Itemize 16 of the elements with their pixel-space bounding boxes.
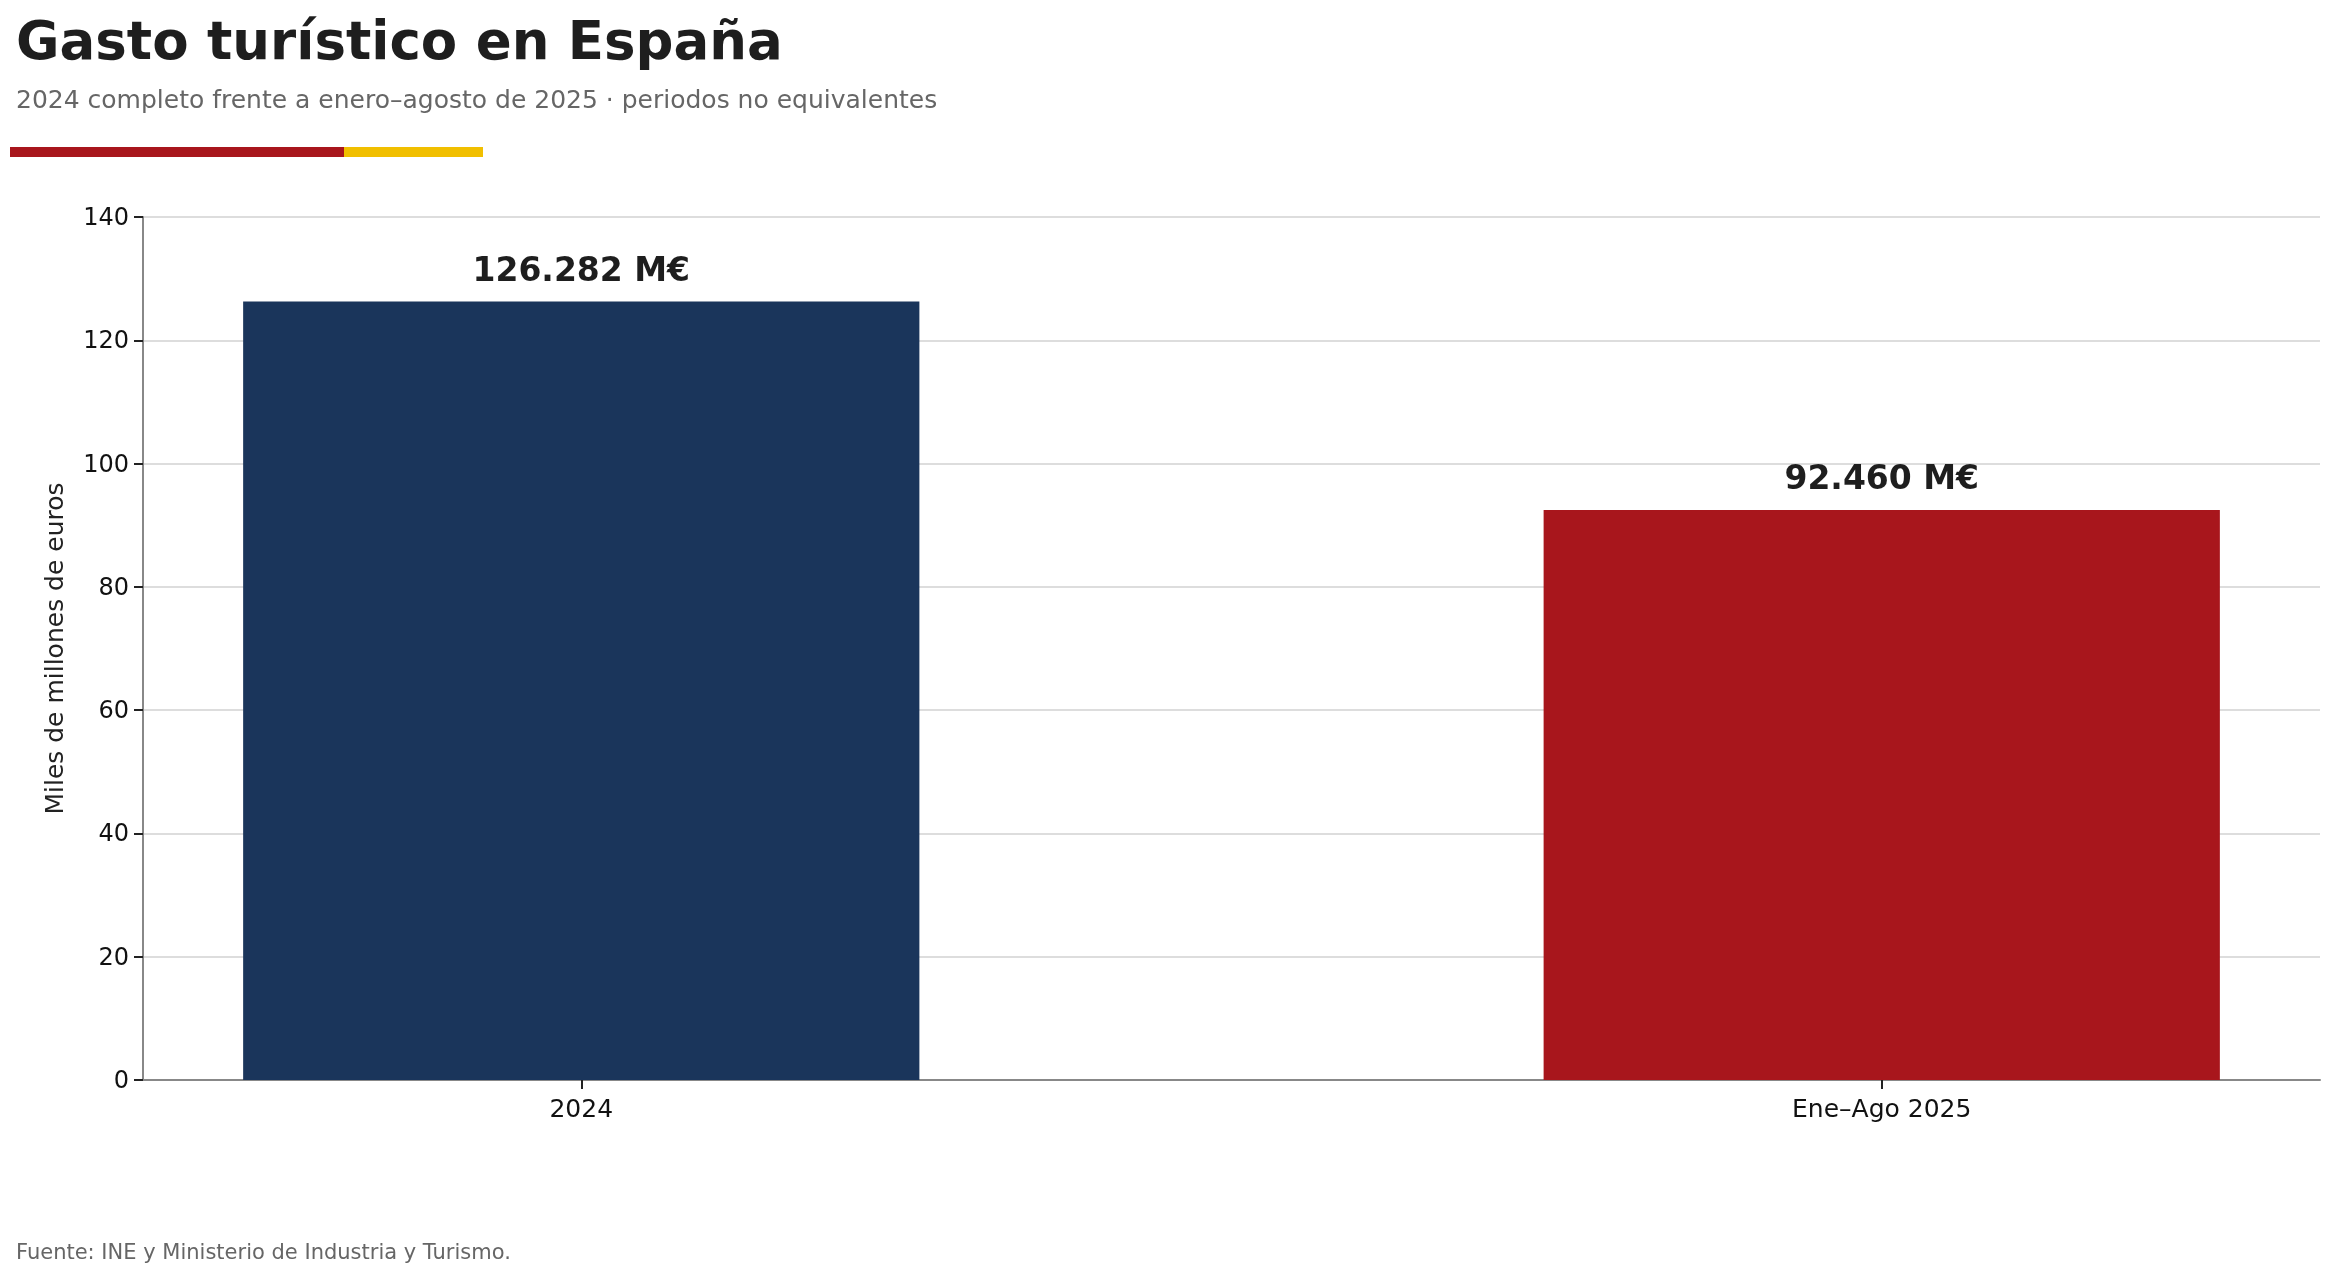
y-tick-label: 100 — [83, 449, 129, 478]
y-tick-label: 0 — [113, 1066, 129, 1094]
data-label: 126.282 M€ — [472, 249, 691, 289]
y-tick-label: 20 — [98, 942, 129, 971]
source-note: Fuente: INE y Ministerio de Industria y Turismo. — [16, 1239, 511, 1264]
chart-subtitle: 2024 completo frente a enero–agosto de 2025 · periodos no equivalentes — [16, 85, 938, 114]
x-tick-label: Ene–Ago 2025 — [1792, 1094, 1972, 1123]
x-tick-label: 2024 — [549, 1094, 614, 1123]
y-axis-title: Miles de millones de euros — [40, 482, 69, 815]
y-tick-label: 40 — [98, 819, 129, 848]
data-label: 92.460 M€ — [1784, 458, 1980, 498]
chart-title: Gasto turístico en España — [16, 10, 783, 71]
y-tick-label: 80 — [98, 572, 129, 601]
y-tick-label: 60 — [98, 696, 129, 725]
y-tick-label: 140 — [83, 203, 129, 231]
y-tick-label: 120 — [83, 326, 129, 355]
